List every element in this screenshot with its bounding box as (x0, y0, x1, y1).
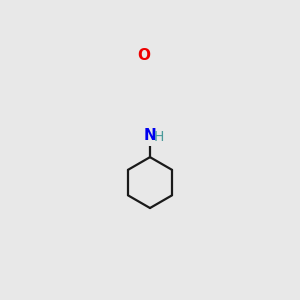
Text: H: H (154, 130, 164, 144)
Text: N: N (144, 128, 156, 143)
Text: O: O (137, 48, 150, 63)
